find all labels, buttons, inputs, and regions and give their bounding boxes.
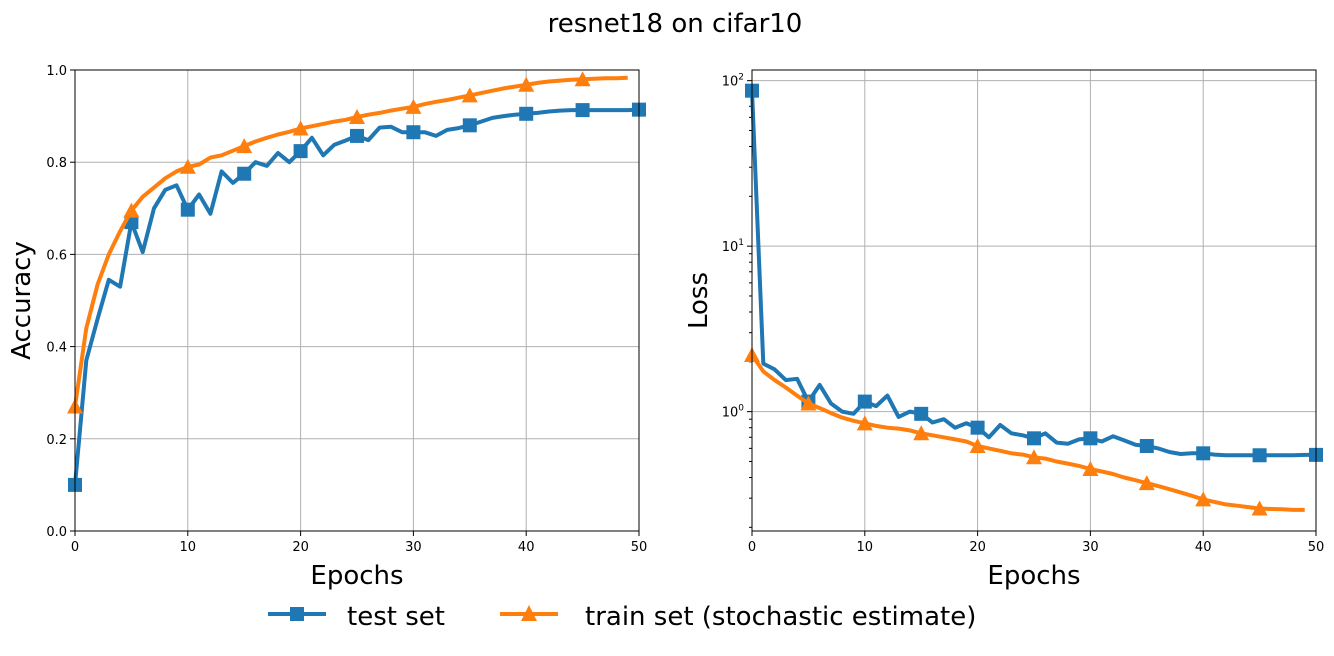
x-tick-label: 10 [857,540,874,555]
train-series-marker [1026,449,1042,465]
train-series-marker [292,120,309,136]
test-series-marker [575,103,590,118]
train-series-marker [123,202,140,218]
axes-frame [74,69,640,532]
x-tick-label: 0 [71,540,79,555]
y-axis-label: Accuracy [7,241,37,360]
x-tick-label: 50 [1308,540,1325,555]
test-series-marker [1252,448,1267,463]
train-series-marker [856,415,873,431]
train-series-marker [969,437,986,453]
y-tick-label: 1.0 [46,64,67,79]
x-axis-label: Epochs [310,561,403,591]
x-tick-label: 30 [1082,540,1099,555]
test-series-marker [293,144,308,159]
figure-title: resnet18 on cifar10 [548,9,803,39]
train-series-marker [236,138,253,154]
train-series-marker [1138,475,1155,491]
x-tick-label: 20 [969,540,986,555]
x-tick-label: 0 [748,540,756,555]
x-axis-label: Epochs [987,561,1080,591]
test-series-marker [914,406,929,421]
legend-train-marker [521,605,537,621]
legend-test-label: test set [347,602,445,632]
test-series-marker [1083,431,1098,446]
axes-frame [751,69,1317,532]
train-series-marker [800,395,817,411]
train-series-line [750,353,1305,512]
test-series-marker [1027,431,1041,446]
train-series-marker [179,158,196,174]
x-tick-label: 10 [180,540,197,555]
train-series-marker [461,87,478,103]
test-series-line [750,90,1316,458]
train-series-marker [349,109,365,125]
x-tick-label: 20 [292,540,309,555]
x-tick-label: 30 [405,540,422,555]
train-series-marker [1082,461,1099,477]
train-series-marker [1195,491,1212,507]
test-series-marker [970,420,985,435]
legend: test set train set (stochastic estimate) [268,602,976,632]
y-tick-label: 0.2 [46,433,67,448]
loss-chart: 0 10 20 30 40 50 100 101 102 Epochs Loss [684,69,1325,591]
test-series-marker [462,118,477,133]
test-series-marker [1196,446,1211,461]
y-axis-label: Loss [684,272,714,329]
train-series-marker [574,71,591,87]
train-series-marker [1251,500,1268,516]
test-series-line [73,107,640,486]
test-series-marker [857,394,872,409]
y-tick-label: 0.4 [46,341,67,356]
test-series-marker [180,202,195,217]
legend-test-marker [290,607,304,621]
test-series-marker [237,166,252,181]
test-series-marker [350,128,364,143]
y-tick-label: 102 [722,73,744,90]
y-tick-label: 0.0 [46,525,67,540]
accuracy-chart: 0 10 20 30 40 50 0.0 0.2 0.4 0.6 0.8 1.0 Epochs Accur… [7,64,647,591]
train-series-line [73,75,628,407]
y-tick-label: 0.8 [46,156,67,171]
y-tick-label: 0.6 [46,248,67,263]
y-tick-label: 101 [722,238,744,255]
legend-train-label: train set (stochastic estimate) [585,602,976,632]
train-series-marker [405,98,422,114]
y-tick-label: 100 [722,404,745,421]
x-tick-label: 50 [631,540,648,555]
x-tick-label: 40 [518,540,535,555]
test-series-marker [519,106,534,121]
test-series-marker [1139,438,1154,453]
x-tick-label: 40 [1195,540,1212,555]
train-series-marker [913,425,930,441]
train-series-marker [518,76,535,92]
test-series-marker [406,125,421,140]
